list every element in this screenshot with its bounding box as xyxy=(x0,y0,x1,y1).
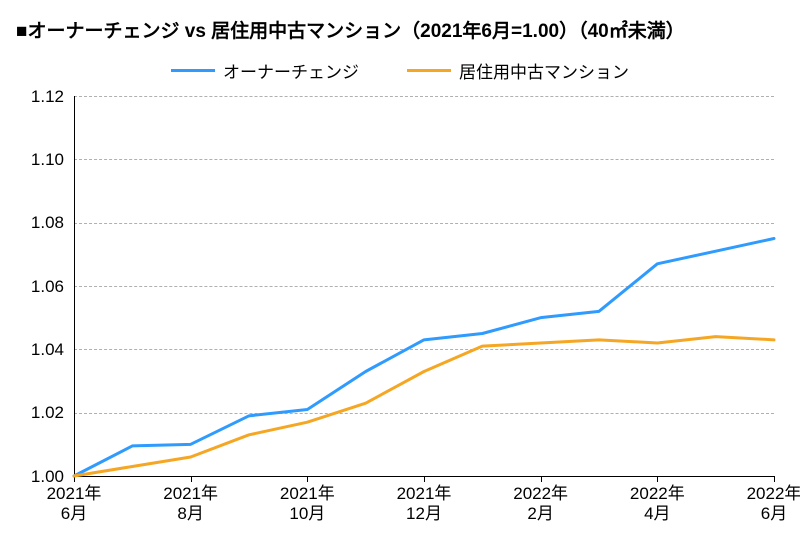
ytick-label: 1.08 xyxy=(4,213,64,233)
ytick-label: 1.10 xyxy=(4,150,64,170)
xtick-label: 2021年 8月 xyxy=(141,484,241,525)
xtick-label: 2022年 2月 xyxy=(491,484,591,525)
ytick-label: 1.04 xyxy=(4,340,64,360)
ytick-label: 1.12 xyxy=(4,87,64,107)
chart-container: ■オーナーチェンジ vs 居住用中古マンション（2021年6月=1.00）（40… xyxy=(0,0,800,553)
ytick-label: 1.06 xyxy=(4,277,64,297)
legend-label-0: オーナーチェンジ xyxy=(223,58,359,83)
legend: オーナーチェンジ 居住用中古マンション xyxy=(0,58,800,83)
xtick-mark xyxy=(307,476,308,482)
xtick-mark xyxy=(191,476,192,482)
series-line xyxy=(74,239,774,477)
legend-item-residential: 居住用中古マンション xyxy=(407,58,629,83)
legend-swatch-0 xyxy=(171,69,215,72)
legend-item-owner-change: オーナーチェンジ xyxy=(171,58,359,83)
ytick-label: 1.02 xyxy=(4,403,64,423)
series-line xyxy=(74,337,774,476)
chart-title: ■オーナーチェンジ vs 居住用中古マンション（2021年6月=1.00）（40… xyxy=(16,16,685,43)
xtick-label: 2021年 6月 xyxy=(24,484,124,525)
xtick-label: 2021年 10月 xyxy=(257,484,357,525)
xtick-mark xyxy=(774,476,775,482)
plot-area: 1.001.021.041.061.081.101.122021年 6月2021… xyxy=(74,96,774,476)
legend-swatch-1 xyxy=(407,69,451,72)
xtick-label: 2021年 12月 xyxy=(374,484,474,525)
xtick-label: 2022年 4月 xyxy=(607,484,707,525)
xtick-mark xyxy=(657,476,658,482)
xtick-label: 2022年 6月 xyxy=(724,484,800,525)
lines-svg xyxy=(74,96,774,476)
legend-label-1: 居住用中古マンション xyxy=(459,58,629,83)
xtick-mark xyxy=(424,476,425,482)
xtick-mark xyxy=(541,476,542,482)
